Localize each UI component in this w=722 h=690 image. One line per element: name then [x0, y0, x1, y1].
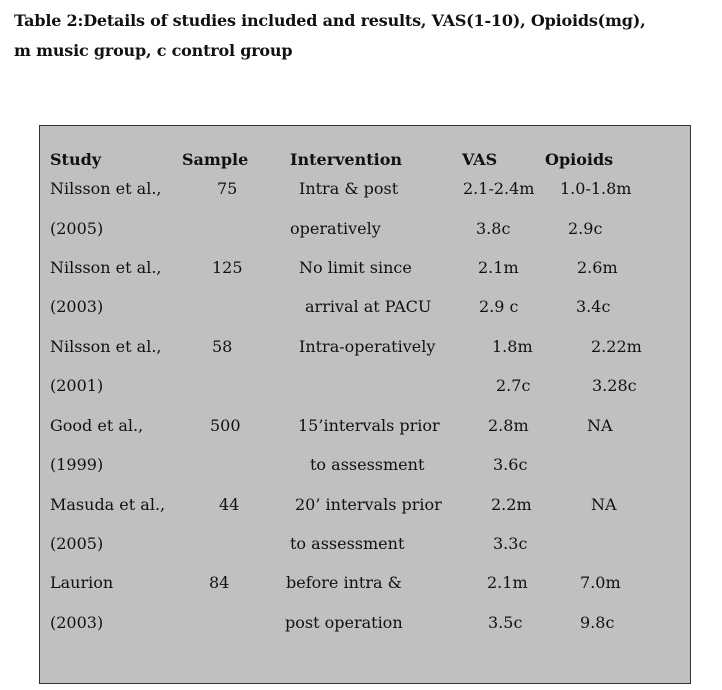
cell-intervention: to assessment	[310, 455, 425, 474]
cell-intervention: 15’intervals prior	[298, 416, 440, 435]
table-caption: Table 2:Details of studies included and …	[14, 6, 704, 66]
table-row: (2003) arrival at PACU 2.9 c 3.4c	[40, 295, 690, 319]
cell-vas: 2.1-2.4m	[463, 179, 535, 198]
cell-opioids: 2.6m	[577, 258, 618, 277]
table-row: (2001) 2.7c 3.28c	[40, 374, 690, 398]
cell-study: (2003)	[50, 613, 104, 632]
header-opioids: Opioids	[545, 150, 614, 169]
cell-opioids: 7.0m	[580, 573, 621, 592]
cell-sample: 44	[219, 495, 240, 514]
cell-opioids: NA	[591, 495, 617, 514]
cell-vas: 3.5c	[488, 613, 523, 632]
cell-study: (2005)	[50, 534, 104, 553]
cell-vas: 3.3c	[493, 534, 528, 553]
cell-opioids: 1.0-1.8m	[560, 179, 632, 198]
table-row: Nilsson et al., 125 No limit since 2.1m …	[40, 256, 690, 280]
cell-sample: 75	[217, 179, 238, 198]
cell-vas: 2.8m	[488, 416, 529, 435]
cell-study: Good et al.,	[50, 416, 144, 435]
cell-vas: 2.7c	[496, 376, 531, 395]
table-row: Good et al., 500 15’intervals prior 2.8m…	[40, 414, 690, 438]
cell-vas: 2.1m	[478, 258, 519, 277]
table-row: (2005) to assessment 3.3c	[40, 532, 690, 556]
cell-opioids: 3.4c	[576, 297, 611, 316]
header-intervention: Intervention	[290, 150, 402, 169]
cell-opioids: 3.28c	[592, 376, 637, 395]
cell-study: (2003)	[50, 297, 104, 316]
cell-sample: 125	[212, 258, 243, 277]
cell-study: Laurion	[50, 573, 114, 592]
header-study: Study	[50, 150, 102, 169]
cell-study: Nilsson et al.,	[50, 337, 162, 356]
table-header-row: Study Sample Intervention VAS Opioids	[40, 148, 690, 172]
cell-study: (2005)	[50, 219, 104, 238]
table-row: (1999) to assessment 3.6c	[40, 453, 690, 477]
cell-sample: 500	[210, 416, 241, 435]
cell-sample: 58	[212, 337, 233, 356]
cell-intervention: Intra-operatively	[299, 337, 436, 356]
table-row: (2003) post operation 3.5c 9.8c	[40, 611, 690, 635]
cell-vas: 1.8m	[492, 337, 533, 356]
cell-vas: 3.6c	[493, 455, 528, 474]
cell-intervention: to assessment	[290, 534, 405, 553]
cell-intervention: No limit since	[299, 258, 412, 277]
cell-intervention: Intra & post	[299, 179, 399, 198]
cell-vas: 2.1m	[487, 573, 528, 592]
cell-study: (1999)	[50, 455, 104, 474]
table-row: Nilsson et al., 58 Intra-operatively 1.8…	[40, 335, 690, 359]
cell-sample: 84	[209, 573, 230, 592]
cell-opioids: 2.9c	[568, 219, 603, 238]
cell-intervention: post operation	[285, 613, 403, 632]
cell-study: Nilsson et al.,	[50, 258, 162, 277]
header-vas: VAS	[462, 150, 498, 169]
cell-opioids: NA	[587, 416, 613, 435]
cell-opioids: 2.22m	[591, 337, 642, 356]
cell-vas: 2.2m	[491, 495, 532, 514]
cell-intervention: operatively	[290, 219, 381, 238]
cell-intervention: arrival at PACU	[305, 297, 432, 316]
table-row: Nilsson et al., 75 Intra & post 2.1-2.4m…	[40, 177, 690, 201]
cell-study: (2001)	[50, 376, 104, 395]
header-sample: Sample	[182, 150, 249, 169]
caption-line-1: Table 2:Details of studies included and …	[14, 11, 646, 30]
table-row: (2005) operatively 3.8c 2.9c	[40, 217, 690, 241]
caption-line-2: m music group, c control group	[14, 41, 293, 60]
cell-vas: 3.8c	[476, 219, 511, 238]
cell-opioids: 9.8c	[580, 613, 615, 632]
cell-intervention: 20’ intervals prior	[295, 495, 442, 514]
table-row: Laurion 84 before intra & 2.1m 7.0m	[40, 571, 690, 595]
cell-intervention: before intra &	[286, 573, 402, 592]
table-row: Masuda et al., 44 20’ intervals prior 2.…	[40, 493, 690, 517]
studies-table: Study Sample Intervention VAS Opioids Ni…	[39, 125, 691, 684]
cell-study: Masuda et al.,	[50, 495, 166, 514]
cell-vas: 2.9 c	[479, 297, 519, 316]
cell-study: Nilsson et al.,	[50, 179, 162, 198]
